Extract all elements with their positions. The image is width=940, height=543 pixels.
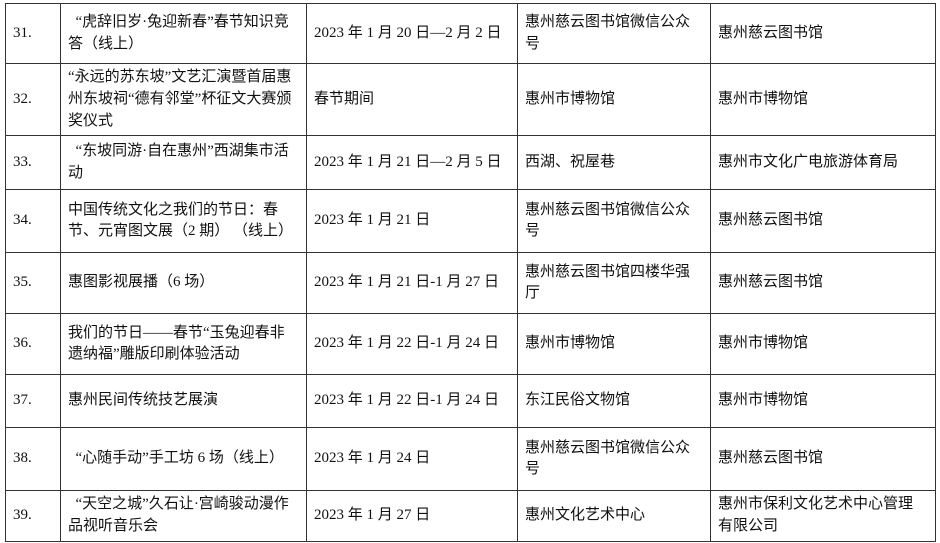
row-number-cell: 35. bbox=[5, 252, 61, 315]
event-date-cell: 2023 年 1 月 27 日 bbox=[306, 490, 518, 542]
row-number-cell: 37. bbox=[5, 374, 61, 429]
row-number-cell: 39. bbox=[5, 490, 61, 542]
table-row: 34. 中国传统文化之我们的节日：春节、元宵图文展（2 期） （线上） 2023 年… bbox=[5, 189, 936, 254]
table-row: 37. 惠州民间传统技艺展演 2023 年 1 月 22 日-1 月 24 日东江民… bbox=[5, 374, 936, 429]
row-number-cell: 34. bbox=[5, 189, 61, 254]
event-date-cell: 2023 年 1 月 22 日-1 月 24 日 bbox=[306, 374, 518, 429]
event-venue-cell: 惠州市博物馆 bbox=[517, 313, 711, 376]
event-organizer-cell: 惠州慈云图书馆 bbox=[710, 427, 936, 492]
table-row: 33. “东坡同游·自在惠州”西湖集市活动 2023 年 1 月 21 日—2 月… bbox=[5, 135, 936, 191]
event-organizer-cell: 惠州市博物馆 bbox=[710, 62, 936, 137]
event-venue-cell: 惠州市博物馆 bbox=[517, 62, 711, 137]
event-venue-cell: 惠州慈云图书馆微信公众号 bbox=[517, 3, 711, 64]
event-venue-cell: 西湖、祝屋巷 bbox=[517, 135, 711, 191]
event-name-cell: 惠州民间传统技艺展演 bbox=[60, 374, 307, 429]
event-date-cell: 2023 年 1 月 22 日-1 月 24 日 bbox=[306, 313, 518, 376]
event-name-cell: “天空之城”久石让·宫崎骏动漫作品视听音乐会 bbox=[60, 490, 307, 542]
event-organizer-cell: 惠州市博物馆 bbox=[710, 374, 936, 429]
event-name-cell: 中国传统文化之我们的节日：春节、元宵图文展（2 期） （线上） bbox=[60, 189, 307, 254]
event-date-cell: 春节期间 bbox=[306, 62, 518, 137]
event-name-cell: “永远的苏东坡”文艺汇演暨首届惠州东坡祠“德有邻堂”杯征文大赛颁奖仪式 bbox=[60, 62, 307, 137]
event-date-cell: 2023 年 1 月 24 日 bbox=[306, 427, 518, 492]
table-row: 31. “虎辞旧岁·兔迎新春”春节知识竞答（线上） 2023 年 1 月 20 日… bbox=[5, 3, 936, 64]
event-venue-cell: 惠州慈云图书馆微信公众号 bbox=[517, 427, 711, 492]
events-table-body: 31. “虎辞旧岁·兔迎新春”春节知识竞答（线上） 2023 年 1 月 20 日… bbox=[5, 3, 936, 542]
event-organizer-cell: 惠州市保利文化艺术中心管理有限公司 bbox=[710, 490, 936, 542]
event-name-cell: 我们的节日——春节“玉兔迎春非遗纳福”雕版印刷体验活动 bbox=[60, 313, 307, 376]
event-date-cell: 2023 年 1 月 21 日-1 月 27 日 bbox=[306, 252, 518, 315]
event-venue-cell: 惠州慈云图书馆微信公众号 bbox=[517, 189, 711, 254]
event-venue-cell: 东江民俗文物馆 bbox=[517, 374, 711, 429]
event-organizer-cell: 惠州慈云图书馆 bbox=[710, 3, 936, 64]
table-row: 32. “永远的苏东坡”文艺汇演暨首届惠州东坡祠“德有邻堂”杯征文大赛颁奖仪式 春节… bbox=[5, 62, 936, 137]
event-name-cell: “心随手动”手工坊 6 场（线上） bbox=[60, 427, 307, 492]
events-table: 31. “虎辞旧岁·兔迎新春”春节知识竞答（线上） 2023 年 1 月 20 日… bbox=[5, 3, 936, 542]
event-name-cell: “东坡同游·自在惠州”西湖集市活动 bbox=[60, 135, 307, 191]
event-organizer-cell: 惠州市文化广电旅游体育局 bbox=[710, 135, 936, 191]
row-number-cell: 33. bbox=[5, 135, 61, 191]
table-row: 35. 惠图影视展播（6 场） 2023 年 1 月 21 日-1 月 27 日惠州… bbox=[5, 252, 936, 315]
event-name-cell: “虎辞旧岁·兔迎新春”春节知识竞答（线上） bbox=[60, 3, 307, 64]
event-name-cell: 惠图影视展播（6 场） bbox=[60, 252, 307, 315]
event-date-cell: 2023 年 1 月 21 日 bbox=[306, 189, 518, 254]
table-row: 38. “心随手动”手工坊 6 场（线上） 2023 年 1 月 24 日惠州慈云… bbox=[5, 427, 936, 492]
row-number-cell: 36. bbox=[5, 313, 61, 376]
event-organizer-cell: 惠州慈云图书馆 bbox=[710, 252, 936, 315]
event-date-cell: 2023 年 1 月 21 日—2 月 5 日 bbox=[306, 135, 518, 191]
event-organizer-cell: 惠州慈云图书馆 bbox=[710, 189, 936, 254]
row-number-cell: 38. bbox=[5, 427, 61, 492]
row-number-cell: 32. bbox=[5, 62, 61, 137]
event-organizer-cell: 惠州市博物馆 bbox=[710, 313, 936, 376]
table-row: 39. “天空之城”久石让·宫崎骏动漫作品视听音乐会 2023 年 1 月 27 … bbox=[5, 490, 936, 542]
row-number-cell: 31. bbox=[5, 3, 61, 64]
table-row: 36. 我们的节日——春节“玉兔迎春非遗纳福”雕版印刷体验活动 2023 年 1 月… bbox=[5, 313, 936, 376]
event-venue-cell: 惠州慈云图书馆四楼华强厅 bbox=[517, 252, 711, 315]
event-venue-cell: 惠州文化艺术中心 bbox=[517, 490, 711, 542]
event-date-cell: 2023 年 1 月 20 日—2 月 2 日 bbox=[306, 3, 518, 64]
